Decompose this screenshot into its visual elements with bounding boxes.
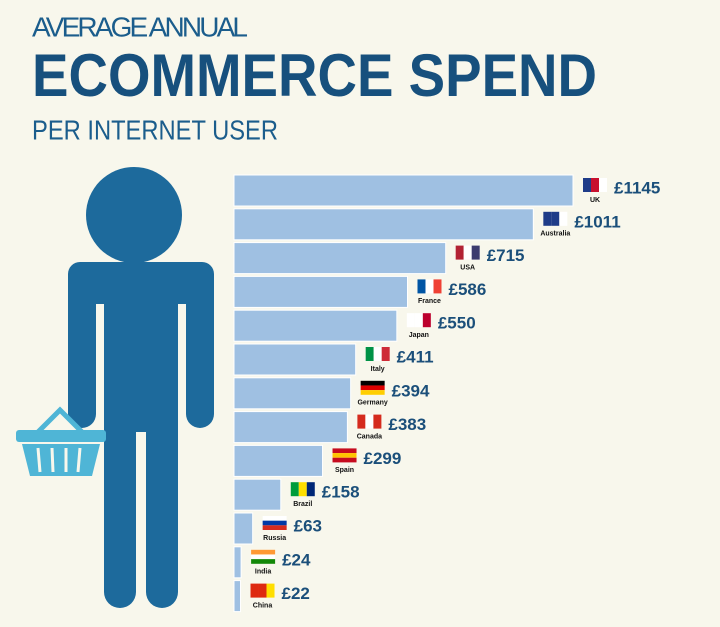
basket-icon <box>16 406 106 476</box>
bar <box>233 208 534 241</box>
flag-stripe <box>406 313 415 328</box>
value-label: £550 <box>438 314 476 333</box>
bar <box>233 377 352 410</box>
flag-stripe <box>463 245 472 260</box>
bar <box>233 546 242 579</box>
flag-stripe <box>266 583 275 598</box>
flag-stripe <box>258 583 267 598</box>
title-line-1: AVERAGE ANNUAL <box>32 11 248 42</box>
flag-stripe <box>332 453 357 458</box>
value-label: £22 <box>282 584 310 603</box>
title-line-2: ECOMMERCE SPEND <box>32 42 597 109</box>
flag-stripe <box>298 482 307 497</box>
flag-stripe <box>365 414 374 429</box>
bar <box>233 411 348 444</box>
bar <box>233 512 254 545</box>
flag-stripe <box>262 516 287 521</box>
flag-stripe <box>332 457 357 463</box>
flag-stripe <box>251 549 276 555</box>
bar <box>233 444 324 477</box>
flag-stripe <box>559 211 568 226</box>
flag-stripe <box>551 211 560 226</box>
title-line-3: PER INTERNET USER <box>32 114 278 145</box>
value-label: £394 <box>392 381 430 400</box>
flag-stripe <box>332 448 357 454</box>
bar <box>233 174 574 207</box>
flag-stripe <box>591 178 599 192</box>
flag-stripe <box>425 279 434 294</box>
flag-stripe <box>471 245 480 260</box>
bar <box>233 580 242 613</box>
country-label: China <box>253 602 273 609</box>
flag-stripe <box>262 525 287 530</box>
value-label: £1145 <box>614 178 660 197</box>
country-label: Russia <box>263 535 286 542</box>
flag-stripe <box>543 211 552 226</box>
flag-stripe <box>583 178 591 192</box>
bar <box>233 478 282 511</box>
flag-stripe <box>414 313 423 328</box>
bar <box>233 275 408 308</box>
country-label: Japan <box>409 332 429 339</box>
country-label: France <box>418 298 441 305</box>
flag-stripe <box>373 414 382 429</box>
value-label: £299 <box>364 449 402 468</box>
bar <box>233 242 447 275</box>
country-label: Italy <box>371 366 385 373</box>
value-label: £63 <box>294 516 322 535</box>
flag-stripe <box>360 380 385 386</box>
flag-stripe <box>373 347 382 361</box>
flag-stripe <box>250 583 259 598</box>
country-label: Germany <box>357 400 387 407</box>
country-label: Brazil <box>293 501 312 508</box>
country-label: USA <box>460 264 475 271</box>
value-label: £158 <box>322 483 360 502</box>
country-label: UK <box>590 197 600 204</box>
bar <box>233 309 398 342</box>
value-label: £383 <box>388 415 426 434</box>
flag-stripe <box>360 385 385 391</box>
bar <box>233 343 357 376</box>
country-label: Spain <box>335 467 354 474</box>
flag-stripe <box>290 482 299 497</box>
flag-stripe <box>357 414 366 429</box>
person-figure <box>68 167 214 608</box>
value-label: £715 <box>487 246 525 265</box>
flag-stripe <box>433 279 442 294</box>
country-label: Canada <box>357 433 382 440</box>
value-label: £586 <box>448 280 486 299</box>
value-label: £24 <box>282 550 311 569</box>
flag-stripe <box>360 390 385 395</box>
flag-stripe <box>381 347 390 361</box>
flag-stripe <box>422 313 431 328</box>
flag-stripe <box>251 559 276 564</box>
flag-stripe <box>455 245 464 260</box>
flag-stripe <box>306 482 315 497</box>
country-label: Australia <box>540 231 570 238</box>
value-label: £411 <box>397 347 434 366</box>
value-label: £1011 <box>574 212 620 231</box>
flag-stripe <box>251 554 276 560</box>
flag-stripe <box>599 178 607 192</box>
country-label: India <box>255 569 271 576</box>
flag-stripe <box>365 347 374 361</box>
flag-stripe <box>417 279 426 294</box>
flag-stripe <box>262 520 287 526</box>
